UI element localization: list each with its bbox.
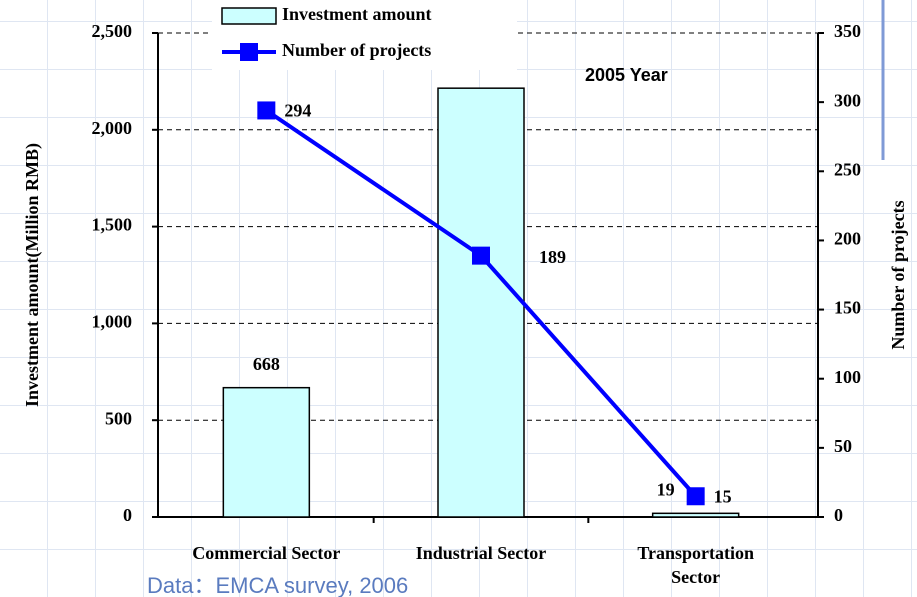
y-tick-label: 0 <box>123 505 132 525</box>
legend-swatch <box>221 7 277 25</box>
x-tick-label: Commercial Sector <box>192 543 341 563</box>
bar-value-label: 19 <box>657 479 675 499</box>
x-tick-label: Industrial Sector <box>415 543 547 563</box>
x-tick-label: Transportation Sector <box>637 543 754 587</box>
y-tick-label: 500 <box>105 408 132 428</box>
y-axis-label: Investment amount(Million RMB) <box>22 143 43 407</box>
y2-tick-label: 350 <box>834 21 861 41</box>
legend-label: Number of projects <box>282 40 431 60</box>
point-value-label: 294 <box>284 101 311 121</box>
marker <box>686 487 705 506</box>
point-value-label: 189 <box>539 247 566 267</box>
bar <box>651 512 740 518</box>
y-tick-label: 2,000 <box>92 118 133 138</box>
y2-tick-label: 150 <box>834 298 861 318</box>
y-tick-label: 1,500 <box>92 215 133 235</box>
y2-tick-label: 0 <box>834 505 843 525</box>
y2-tick-label: 100 <box>834 367 861 387</box>
y2-tick-label: 200 <box>834 229 861 249</box>
bar <box>437 87 525 518</box>
y-tick-label: 1,000 <box>92 312 133 332</box>
annotation: 2005 Year <box>585 65 668 85</box>
legend-label: Investment amount <box>282 4 432 24</box>
bar-value-label: 668 <box>253 354 280 374</box>
y2-axis-label: Number of projects <box>888 200 908 349</box>
bar <box>222 386 311 518</box>
source-note: Data：EMCA survey, 2006 <box>147 573 409 597</box>
marker <box>257 101 276 120</box>
y2-tick-label: 300 <box>834 90 861 110</box>
y2-tick-label: 50 <box>834 436 852 456</box>
marker <box>472 246 490 265</box>
point-value-label: 15 <box>714 486 732 506</box>
legend-swatch <box>240 43 258 61</box>
y2-tick-label: 250 <box>834 159 861 179</box>
y-tick-label: 2,500 <box>92 21 133 41</box>
